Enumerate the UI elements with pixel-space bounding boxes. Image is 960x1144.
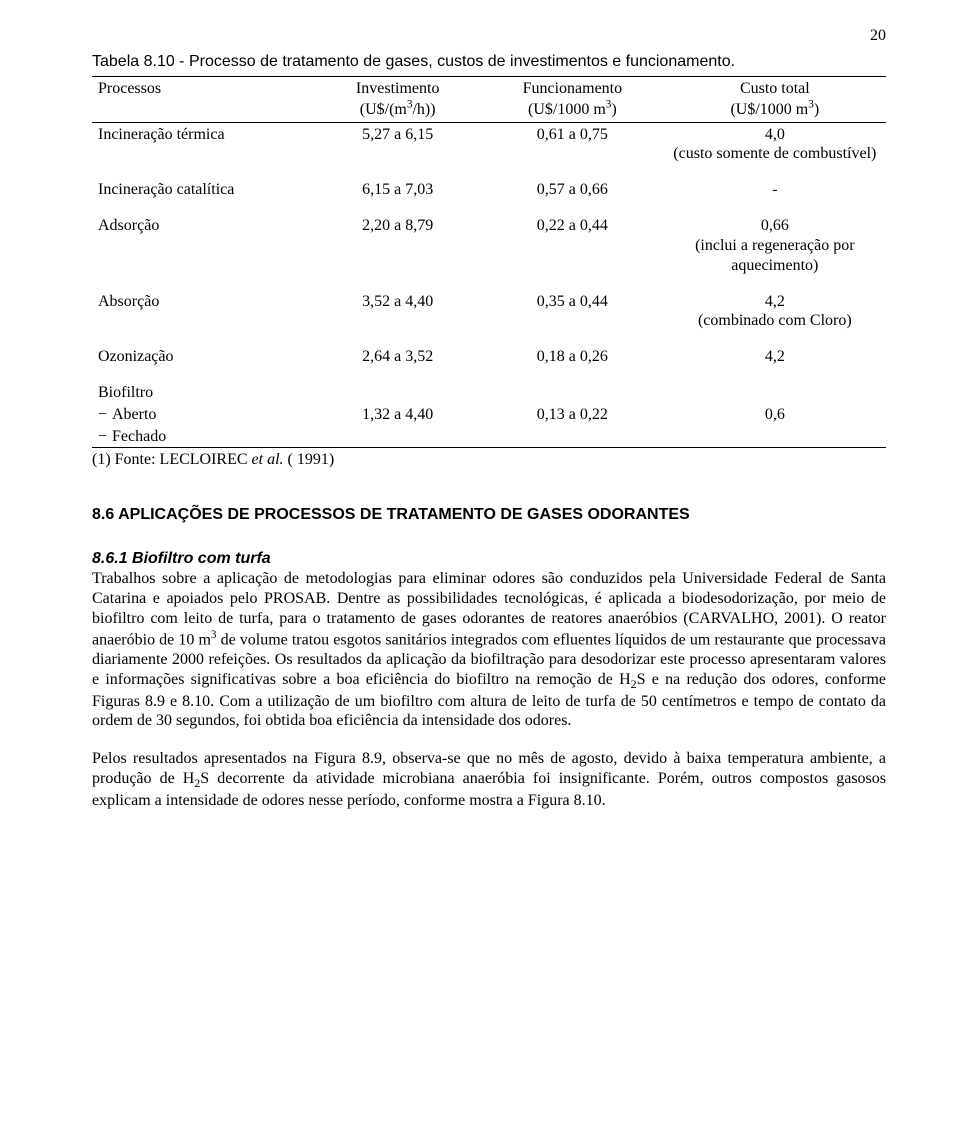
table-row: Incineração térmica 5,27 a 6,15 0,61 a 0… — [92, 122, 886, 144]
cell-func: 0,61 a 0,75 — [481, 122, 664, 144]
cell-inv: 5,27 a 6,15 — [314, 122, 481, 144]
biofiltro-fechado-label: Fechado — [112, 428, 166, 445]
table-row: −Fechado — [92, 425, 886, 447]
th-cost: Custo total (U$/1000 m3) — [664, 76, 886, 122]
th-func-l2: (U$/1000 m3) — [528, 101, 617, 118]
cell-note: (combinado com Cloro) — [664, 311, 886, 337]
cell-func: 0,22 a 0,44 — [481, 206, 664, 236]
footnote-italic: et al. — [252, 451, 284, 468]
th-process-label: Processos — [98, 80, 161, 97]
biofiltro-aberto-label: Aberto — [112, 406, 156, 423]
cell-note: (inclui a regeneração por aquecimento) — [664, 236, 886, 282]
cell-process: −Aberto — [92, 403, 314, 425]
cell-process: Biofiltro — [92, 373, 314, 403]
cell-cost: 0,66 — [664, 206, 886, 236]
cell-func: 0,13 a 0,22 — [481, 403, 664, 425]
th-func-l1: Funcionamento — [523, 80, 623, 97]
th-func: Funcionamento (U$/1000 m3) — [481, 76, 664, 122]
table-row-note: (combinado com Cloro) — [92, 311, 886, 337]
table-footnote: (1) Fonte: LECLOIREC et al. ( 1991) — [92, 450, 886, 470]
table-row: −Aberto 1,32 a 4,40 0,13 a 0,22 0,6 — [92, 403, 886, 425]
para2-b: S decorrente da atividade microbiana ana… — [92, 770, 886, 809]
cell-process: Adsorção — [92, 206, 314, 236]
cell-func: 0,57 a 0,66 — [481, 170, 664, 200]
th-invest-l2: (U$/(m3/h)) — [360, 101, 436, 118]
subsection-heading: 8.6.1 Biofiltro com turfa — [92, 549, 886, 569]
cell-inv: 3,52 a 4,40 — [314, 282, 481, 312]
th-invest-l1: Investimento — [356, 80, 440, 97]
cell-process: Ozonização — [92, 337, 314, 367]
cell-inv: 2,64 a 3,52 — [314, 337, 481, 367]
page-number: 20 — [92, 26, 886, 46]
paragraph-2: Pelos resultados apresentados na Figura … — [92, 749, 886, 811]
cell-note: (custo somente de combustível) — [664, 144, 886, 170]
footnote-label: (1) Fonte: LECLOIREC — [92, 451, 252, 468]
cell-process: Incineração catalítica — [92, 170, 314, 200]
cell-cost: 0,6 — [664, 403, 886, 425]
table-caption: Tabela 8.10 - Processo de tratamento de … — [92, 52, 886, 72]
cost-table: Processos Investimento (U$/(m3/h)) Funci… — [92, 76, 886, 448]
cell-process: Absorção — [92, 282, 314, 312]
table-row-note: (inclui a regeneração por aquecimento) — [92, 236, 886, 282]
table-row: Absorção 3,52 a 4,40 0,35 a 0,44 4,2 — [92, 282, 886, 312]
th-cost-l1: Custo total — [740, 80, 810, 97]
th-process: Processos — [92, 76, 314, 122]
table-row: Ozonização 2,64 a 3,52 0,18 a 0,26 4,2 — [92, 337, 886, 367]
th-cost-l2: (U$/1000 m3) — [730, 101, 819, 118]
footnote-tail: ( 1991) — [284, 451, 335, 468]
cell-inv: 1,32 a 4,40 — [314, 403, 481, 425]
table-row: Biofiltro — [92, 373, 886, 403]
table-row: Adsorção 2,20 a 8,79 0,22 a 0,44 0,66 — [92, 206, 886, 236]
cell-inv: 6,15 a 7,03 — [314, 170, 481, 200]
cell-cost: - — [664, 170, 886, 200]
cell-cost: 4,2 — [664, 282, 886, 312]
cell-cost: 4,2 — [664, 337, 886, 367]
cell-cost: 4,0 — [664, 122, 886, 144]
section-heading: 8.6 APLICAÇÕES DE PROCESSOS DE TRATAMENT… — [92, 505, 886, 525]
cell-inv: 2,20 a 8,79 — [314, 206, 481, 236]
cell-process: −Fechado — [92, 425, 314, 447]
cell-process: Incineração térmica — [92, 122, 314, 144]
cell-func: 0,35 a 0,44 — [481, 282, 664, 312]
th-invest: Investimento (U$/(m3/h)) — [314, 76, 481, 122]
paragraph-1: Trabalhos sobre a aplicação de metodolog… — [92, 569, 886, 731]
table-row: Incineração catalítica 6,15 a 7,03 0,57 … — [92, 170, 886, 200]
cell-func: 0,18 a 0,26 — [481, 337, 664, 367]
table-row-note: (custo somente de combustível) — [92, 144, 886, 170]
